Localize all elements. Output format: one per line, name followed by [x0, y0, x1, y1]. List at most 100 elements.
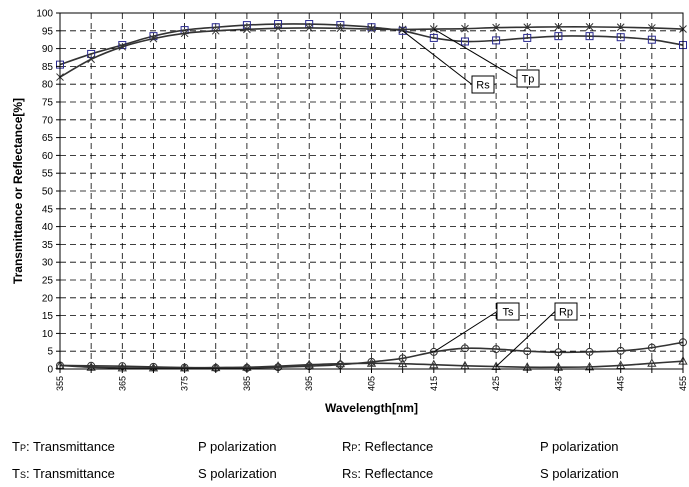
legend-tp-label: : Transmittance — [25, 439, 115, 454]
y-tick-label: 100 — [36, 9, 53, 20]
legend-rs-symbol: R — [342, 466, 352, 481]
y-tick-label: 95 — [42, 26, 54, 37]
legend-rs-polarization: S polarization — [540, 466, 619, 481]
polarization-legend: TP: Transmittance P polarization RP: Ref… — [0, 436, 689, 487]
y-tick-label: 25 — [42, 276, 54, 287]
x-tick-label: 415 — [429, 376, 439, 391]
data-point-tp — [461, 24, 469, 33]
data-point-ts — [336, 360, 345, 369]
y-tick-label: 60 — [42, 151, 54, 162]
x-stroke-b — [554, 23, 563, 31]
legend-tp-subscript: P — [19, 443, 26, 453]
series-tp — [56, 23, 687, 81]
legend-rp-term: RP: Reflectance — [342, 439, 433, 454]
data-point-ts — [460, 344, 469, 353]
data-point-rs — [429, 33, 438, 42]
data-point-rp — [647, 358, 657, 367]
legend-tp-term: TP: Transmittance — [12, 439, 115, 454]
y-tick-label: 15 — [42, 311, 54, 322]
legend-rp-label: : Reflectance — [357, 439, 434, 454]
data-point-rp — [335, 358, 345, 368]
x-stroke-b — [398, 25, 407, 34]
y-tick-label: 45 — [42, 204, 54, 215]
legend-rp-symbol: R — [342, 439, 352, 454]
y-tick-label: 5 — [47, 347, 53, 358]
x-stroke-b — [461, 24, 469, 33]
y-tick-label: 20 — [42, 293, 54, 304]
x-tick-label: 385 — [242, 376, 252, 391]
x-stroke-b — [211, 26, 220, 35]
x-tick-label: 375 — [180, 376, 190, 391]
series-line-rp — [59, 360, 684, 369]
callout-box — [496, 302, 520, 321]
data-point-rs — [460, 37, 469, 46]
data-point-tp — [585, 23, 594, 31]
data-point-rs — [492, 36, 501, 45]
data-point-tp — [616, 23, 625, 32]
data-point-ts — [429, 347, 438, 356]
x-tick-label: 445 — [616, 376, 626, 391]
legend-rp-polarization: P polarization — [540, 439, 619, 454]
x-stroke-b — [118, 42, 127, 51]
legend-row-p: TP: Transmittance P polarization RP: Ref… — [0, 439, 689, 457]
callout-leader — [433, 28, 518, 79]
data-point-tp — [398, 25, 407, 34]
data-point-rs — [616, 33, 625, 42]
legend-ts-label: : Transmittance — [25, 466, 115, 481]
callout-box — [516, 69, 540, 88]
data-point-tp — [336, 24, 345, 33]
data-point-ts — [616, 346, 625, 355]
data-point-ts — [554, 348, 563, 357]
callout-leader — [495, 311, 556, 367]
series-line-ts — [59, 341, 684, 369]
legend-ts-polarization: S polarization — [198, 466, 277, 481]
data-point-rs — [523, 33, 532, 42]
legend-rs-label: : Reflectance — [357, 466, 434, 481]
y-tick-label: 35 — [42, 240, 54, 251]
x-tick-label: 395 — [304, 376, 314, 391]
callout-leader — [402, 30, 473, 85]
data-point-tp — [243, 25, 251, 34]
x-tick-label: 355 — [55, 376, 65, 391]
x-stroke-b — [243, 25, 251, 34]
data-point-rp — [398, 358, 408, 368]
x-stroke-b — [585, 23, 594, 31]
data-point-tp — [87, 55, 96, 64]
callout-rs: Rs — [402, 30, 495, 94]
x-tick-label: 455 — [678, 376, 688, 391]
data-point-tp — [492, 23, 500, 32]
data-point-rp — [366, 358, 377, 367]
legend-tp-polarization: P polarization — [198, 439, 277, 454]
data-point-rs — [585, 32, 594, 41]
data-point-rs — [149, 32, 158, 41]
data-point-tp — [367, 25, 376, 33]
data-point-rp — [304, 359, 314, 369]
y-tick-label: 85 — [42, 62, 54, 73]
axis-layer: 0 5 10 15 20 25 30 35 40 45 50 55 60 65 70 75 80 85 90 95 10… — [36, 9, 688, 392]
y-tick-label: 0 — [47, 365, 53, 376]
x-stroke-b — [647, 24, 656, 32]
data-point-tp — [118, 42, 127, 51]
data-point-rs — [647, 35, 656, 44]
callout-leader — [433, 311, 498, 353]
callout-label: Tp — [522, 74, 535, 86]
y-axis-label: Transmittance or Reflectance[%] — [11, 98, 25, 284]
legend-tp-symbol: T — [12, 439, 20, 454]
data-point-tp — [149, 34, 158, 43]
data-point-rs — [398, 26, 407, 35]
x-stroke-b — [274, 24, 282, 33]
data-point-ts — [492, 345, 501, 354]
data-point-tp — [554, 23, 563, 31]
x-tick-label: 435 — [553, 376, 563, 391]
data-point-tp — [180, 29, 189, 38]
data-point-tp — [523, 23, 532, 32]
data-point-rs — [367, 23, 376, 32]
callout-label: Rs — [476, 80, 490, 92]
series-line-rs — [59, 23, 684, 66]
data-point-rs — [554, 32, 563, 41]
legend-ts-symbol: T — [12, 466, 20, 481]
data-point-tp — [211, 26, 220, 35]
data-point-ts — [398, 354, 407, 363]
y-tick-label: 70 — [42, 115, 54, 126]
callout-tp: Tp — [433, 28, 540, 88]
